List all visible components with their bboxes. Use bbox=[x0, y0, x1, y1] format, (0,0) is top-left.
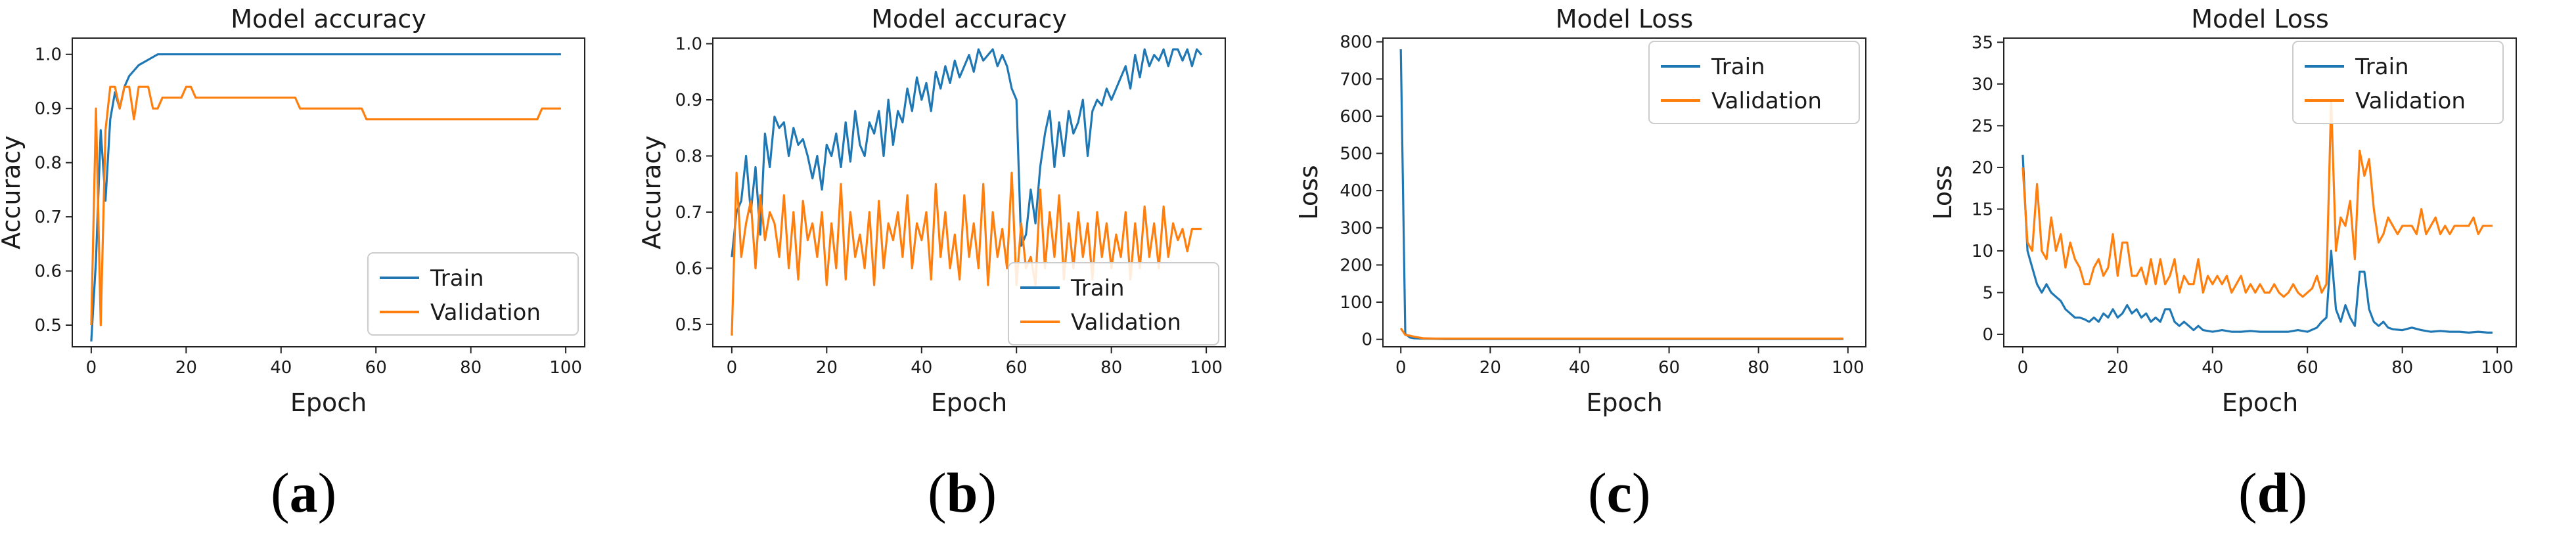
y-axis-label: Loss bbox=[1294, 165, 1323, 219]
legend-box bbox=[367, 252, 579, 336]
y-tick-label: 25 bbox=[1972, 116, 1993, 136]
series-line-validation bbox=[90, 85, 561, 326]
x-tick-label: 60 bbox=[1006, 358, 1028, 378]
x-tick-label: 20 bbox=[175, 358, 197, 378]
y-tick-label: 500 bbox=[1340, 145, 1372, 164]
y-tick-label: 0.7 bbox=[675, 203, 702, 223]
plot-frame bbox=[1382, 37, 1866, 347]
series-line-train bbox=[731, 48, 1203, 257]
y-tick-label: 700 bbox=[1340, 70, 1372, 89]
y-tick-label: 0 bbox=[1361, 330, 1372, 350]
x-tick-label: 0 bbox=[727, 358, 738, 378]
x-tick-label: 100 bbox=[1190, 358, 1223, 378]
y-tick-label: 0.6 bbox=[675, 259, 702, 278]
legend-box bbox=[1648, 41, 1860, 124]
legend-label-validation: Validation bbox=[1071, 309, 1181, 336]
x-axis-label: Epoch bbox=[1586, 388, 1662, 417]
y-tick-label: 15 bbox=[1972, 200, 1993, 219]
panel-label-c: (c) bbox=[1588, 461, 1651, 524]
x-tick-label: 0 bbox=[2018, 358, 2029, 378]
x-tick-label: 20 bbox=[2107, 358, 2129, 378]
panel-d-plot: Model Loss 0 20 40 60 80 100 0 5 10 15 20 25 30 35 Epoc… bbox=[1932, 5, 2517, 417]
legend-label-validation: Validation bbox=[2355, 88, 2466, 114]
y-tick-label: 0.6 bbox=[35, 262, 62, 282]
y-tick-label: 1.0 bbox=[35, 45, 62, 65]
x-tick-label: 40 bbox=[2202, 358, 2223, 378]
x-tick-label: 100 bbox=[2481, 358, 2514, 378]
x-axis-label: Epoch bbox=[2222, 388, 2298, 417]
panel-b-plot: Model accuracy 0 20 40 60 80 100 0.5 0.6 0.7 0.8 0.… bbox=[641, 5, 1226, 417]
series-line-train bbox=[2022, 154, 2493, 334]
y-tick-label: 5 bbox=[1982, 283, 1993, 303]
x-axis-label: Epoch bbox=[931, 388, 1007, 417]
plot-frame bbox=[72, 37, 585, 347]
y-tick-label: 0.5 bbox=[35, 316, 62, 336]
legend-label-train: Train bbox=[1711, 54, 1765, 80]
panel-label-a: (a) bbox=[271, 461, 337, 524]
legend-box bbox=[2292, 41, 2504, 124]
panel-label-d: (d) bbox=[2238, 461, 2308, 524]
y-axis-label: Accuracy bbox=[0, 135, 26, 250]
y-tick-label: 300 bbox=[1340, 219, 1372, 238]
x-tick-label: 20 bbox=[816, 358, 838, 378]
y-axis-label: Accuracy bbox=[641, 135, 666, 250]
legend-label-validation: Validation bbox=[1711, 88, 1822, 114]
y-tick-label: 30 bbox=[1972, 75, 1993, 95]
series-line-train bbox=[90, 53, 561, 342]
panel-label-b: (b) bbox=[928, 461, 997, 524]
chart-title: Model Loss bbox=[2191, 5, 2329, 33]
x-tick-label: 80 bbox=[2391, 358, 2413, 378]
x-tick-label: 40 bbox=[270, 358, 292, 378]
y-tick-label: 100 bbox=[1340, 293, 1372, 313]
x-tick-label: 0 bbox=[1395, 358, 1407, 378]
y-tick-label: 10 bbox=[1972, 242, 1993, 261]
x-tick-label: 100 bbox=[1832, 358, 1864, 378]
y-tick-label: 400 bbox=[1340, 181, 1372, 201]
x-tick-label: 80 bbox=[460, 358, 482, 378]
y-tick-label: 0.5 bbox=[675, 315, 702, 335]
series-line-validation bbox=[1399, 327, 1843, 340]
panel-c-plot: Model Loss 0 20 40 60 80 100 0 100 200 300 400 500 60… bbox=[1294, 5, 1866, 417]
chart-title: Model Loss bbox=[1556, 5, 1694, 33]
y-tick-label: 200 bbox=[1340, 256, 1372, 275]
x-tick-label: 80 bbox=[1748, 358, 1769, 378]
x-axis-label: Epoch bbox=[290, 388, 367, 417]
plot-frame bbox=[712, 37, 1226, 347]
chart-title: Model accuracy bbox=[871, 5, 1067, 33]
y-tick-label: 800 bbox=[1340, 33, 1372, 53]
y-tick-label: 0 bbox=[1982, 325, 1993, 345]
y-axis-label: Loss bbox=[1932, 165, 1957, 219]
chart-title: Model accuracy bbox=[231, 5, 426, 33]
y-tick-label: 0.7 bbox=[35, 208, 62, 227]
x-tick-label: 60 bbox=[2297, 358, 2318, 378]
y-tick-label: 0.8 bbox=[35, 154, 62, 173]
y-tick-label: 0.8 bbox=[675, 146, 702, 166]
y-tick-label: 600 bbox=[1340, 107, 1372, 127]
legend-label-train: Train bbox=[1070, 275, 1125, 301]
panel-a-plot: Model accuracy 0 20 40 60 80 100 0.5 0.6 0.7 0.8 0.… bbox=[0, 5, 585, 417]
x-tick-label: 40 bbox=[1569, 358, 1591, 378]
plot-frame bbox=[2003, 37, 2517, 347]
x-tick-label: 80 bbox=[1100, 358, 1122, 378]
legend-label-train: Train bbox=[2355, 54, 2409, 80]
x-tick-label: 60 bbox=[365, 358, 387, 378]
y-tick-label: 35 bbox=[1972, 33, 1993, 53]
x-tick-label: 100 bbox=[549, 358, 582, 378]
y-tick-label: 0.9 bbox=[35, 99, 62, 119]
legend-label-validation: Validation bbox=[430, 300, 541, 326]
y-tick-label: 0.9 bbox=[675, 91, 702, 110]
series-line-validation bbox=[2022, 99, 2493, 298]
legend-label-train: Train bbox=[430, 265, 484, 292]
x-tick-label: 40 bbox=[911, 358, 932, 378]
x-tick-label: 60 bbox=[1658, 358, 1680, 378]
y-tick-label: 20 bbox=[1972, 158, 1993, 178]
x-tick-label: 20 bbox=[1480, 358, 1501, 378]
legend-box bbox=[1008, 262, 1219, 345]
x-tick-label: 0 bbox=[86, 358, 97, 378]
series-line-validation bbox=[731, 171, 1202, 336]
y-tick-label: 1.0 bbox=[675, 35, 702, 55]
